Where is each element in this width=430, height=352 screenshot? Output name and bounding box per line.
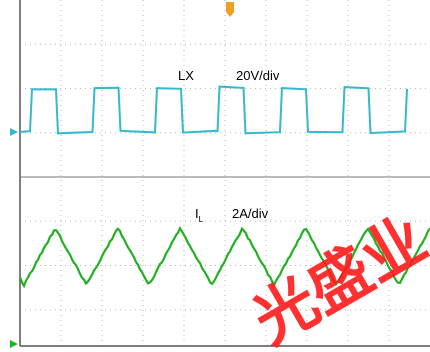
oscilloscope-screen: LX 20V/div IL 2A/div 光盛业 <box>0 0 430 352</box>
il-scale: 2A/div <box>232 206 269 221</box>
il-label-sub: L <box>199 215 204 224</box>
page: LX 20V/div IL 2A/div 光盛业 (() => { const … <box>0 0 430 352</box>
lx-scale: 20V/div <box>236 68 280 83</box>
lx-label: LX <box>178 68 194 83</box>
